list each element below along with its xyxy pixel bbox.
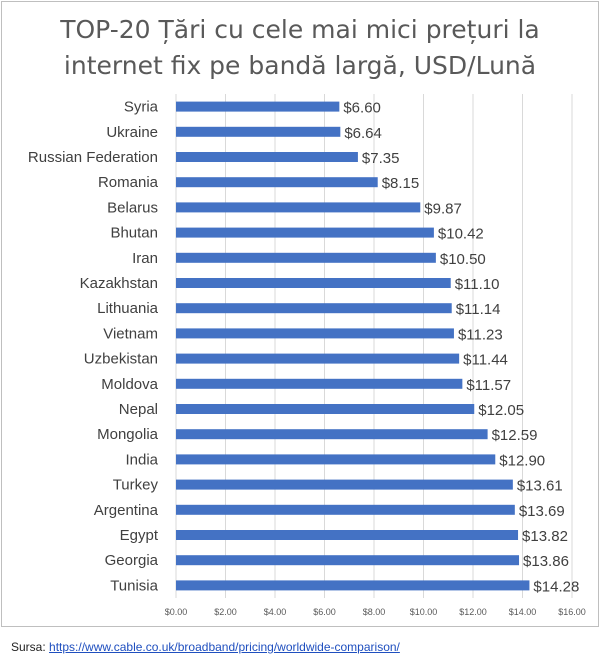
bar (176, 504, 515, 515)
bar (176, 530, 519, 540)
bar (176, 378, 463, 389)
bar (176, 303, 452, 314)
data-label: $14.28 (533, 578, 579, 595)
bar (176, 177, 378, 188)
bar (176, 328, 454, 339)
x-tick-label: $8.00 (363, 607, 386, 617)
category-label: Tunisia (110, 577, 158, 594)
data-label: $11.14 (456, 301, 501, 318)
x-tick-label: $6.00 (313, 607, 336, 617)
category-label: Mongolia (97, 426, 159, 443)
chart-title-line-2: internet fix pe bandă largă, USD/Lună (63, 51, 537, 80)
data-label: $13.86 (523, 553, 569, 570)
bar (176, 404, 475, 414)
category-label: Iran (132, 250, 158, 267)
category-label: Belarus (107, 199, 158, 216)
category-label: Russian Federation (28, 149, 158, 166)
x-tick-label: $2.00 (214, 607, 237, 617)
bar (176, 202, 421, 213)
data-label: $12.90 (499, 452, 545, 469)
category-label: Vietnam (103, 325, 158, 342)
data-label: $9.87 (424, 200, 462, 217)
bar (176, 479, 513, 490)
bar (176, 101, 340, 112)
bar (176, 152, 358, 162)
data-label: $13.69 (519, 503, 565, 520)
x-tick-label: $16.00 (558, 607, 586, 617)
category-label: Georgia (105, 552, 159, 569)
category-label: Egypt (120, 527, 159, 544)
data-label: $12.59 (492, 427, 538, 444)
bar (176, 353, 460, 364)
category-label: Nepal (119, 401, 158, 418)
x-tick-label: $0.00 (165, 607, 188, 617)
data-label: $10.42 (438, 226, 484, 243)
bar (176, 227, 434, 238)
x-tick-label: $14.00 (509, 607, 537, 617)
data-label: $11.57 (466, 377, 511, 394)
data-label: $6.64 (344, 125, 382, 142)
x-tick-label: $12.00 (459, 607, 487, 617)
data-label: $6.60 (343, 100, 381, 117)
category-label: Lithuania (97, 300, 159, 317)
x-tick-label: $4.00 (264, 607, 287, 617)
chart-title: TOP-20 Țări cu cele mai mici prețuri la … (0, 12, 600, 84)
bar (176, 580, 530, 591)
bar (176, 555, 520, 566)
bar (176, 429, 488, 440)
category-label: Argentina (94, 502, 159, 519)
data-label: $8.15 (382, 175, 420, 192)
category-label: Moldova (101, 376, 158, 393)
bar (176, 278, 451, 288)
category-label: Romania (98, 174, 159, 191)
category-label: Kazakhstan (80, 275, 158, 292)
x-tick-label: $10.00 (410, 607, 438, 617)
chart-title-line-1: TOP-20 Țări cu cele mai mici prețuri la (60, 15, 540, 44)
data-label: $11.44 (463, 352, 508, 369)
bar (176, 126, 341, 137)
source-link[interactable]: https://www.cable.co.uk/broadband/pricin… (49, 640, 400, 654)
category-label: Turkey (113, 477, 159, 494)
category-label: Ukraine (106, 124, 158, 141)
category-label: Syria (124, 99, 159, 116)
data-label: $11.10 (455, 276, 500, 293)
bar (176, 454, 496, 465)
bar (176, 252, 436, 263)
category-label: Bhutan (110, 225, 158, 242)
data-label: $12.05 (478, 402, 524, 419)
source-note: Sursa: https://www.cable.co.uk/broadband… (11, 640, 400, 654)
data-label: $13.82 (522, 528, 568, 545)
data-label: $13.61 (517, 478, 563, 495)
data-label: $10.50 (440, 251, 486, 268)
source-label: Sursa: (11, 640, 46, 654)
category-label: India (125, 451, 158, 468)
category-label: Uzbekistan (84, 351, 158, 368)
data-label: $11.23 (458, 326, 503, 343)
data-label: $7.35 (362, 150, 400, 167)
